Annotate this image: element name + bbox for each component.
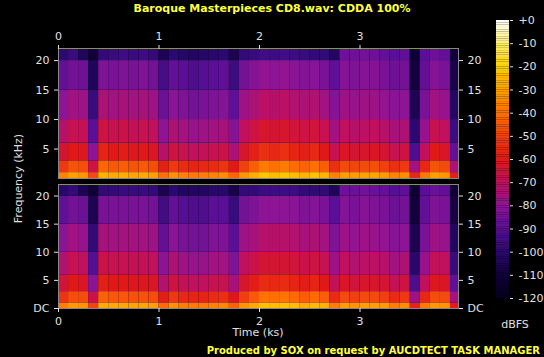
svg-text:DC: DC <box>33 302 49 315</box>
svg-text:2: 2 <box>256 30 263 43</box>
svg-text:5: 5 <box>468 274 475 287</box>
svg-text:10: 10 <box>36 246 50 259</box>
svg-text:10: 10 <box>468 246 482 259</box>
svg-text:-10: -10 <box>519 37 537 50</box>
svg-text:5: 5 <box>468 143 475 156</box>
svg-text:DC: DC <box>468 302 484 315</box>
svg-text:-60: -60 <box>519 153 537 166</box>
svg-text:1: 1 <box>156 30 163 43</box>
svg-text:-30: -30 <box>519 84 537 97</box>
svg-text:3: 3 <box>357 315 364 328</box>
svg-text:1: 1 <box>156 315 163 328</box>
svg-text:20: 20 <box>36 54 50 67</box>
svg-text:-90: -90 <box>519 223 537 236</box>
svg-text:15: 15 <box>468 84 482 97</box>
svg-text:-70: -70 <box>519 176 537 189</box>
svg-text:-50: -50 <box>519 130 537 143</box>
svg-text:15: 15 <box>36 218 50 231</box>
svg-text:0: 0 <box>55 315 62 328</box>
svg-text:20: 20 <box>36 190 50 203</box>
svg-text:20: 20 <box>468 54 482 67</box>
svg-text:-80: -80 <box>519 199 537 212</box>
svg-text:10: 10 <box>468 113 482 126</box>
html-text:Baroque Masterpieces CD8.wav:: Baroque Masterpieces CD8.wav: CDDA 100% <box>133 2 411 15</box>
svg-text:5: 5 <box>43 274 50 287</box>
svg-text:10: 10 <box>36 113 50 126</box>
svg-text:2: 2 <box>256 315 263 329</box>
svg-text:+0: +0 <box>519 14 535 27</box>
svg-text:-20: -20 <box>519 60 537 73</box>
html-text:dBFS: dBFS <box>501 318 529 331</box>
svg-text:20: 20 <box>468 190 482 203</box>
svg-text:0: 0 <box>55 30 62 43</box>
svg-text:15: 15 <box>468 218 482 231</box>
svg-text:-40: -40 <box>519 107 537 120</box>
svg-text:5: 5 <box>43 143 50 156</box>
html-text:Time (ks): Time (ks) <box>232 326 284 339</box>
html-text:Produced by SOX on request by: Produced by SOX on request by AUCDTECT T… <box>206 345 540 356</box>
svg-text:-100: -100 <box>519 246 544 259</box>
svg-text:15: 15 <box>36 84 50 97</box>
svg-text:3: 3 <box>357 30 364 43</box>
svg-text:-110: -110 <box>519 269 544 282</box>
svg-text:-120: -120 <box>519 292 544 305</box>
html-text:Frequency (kHz): Frequency (kHz) <box>11 133 25 224</box>
